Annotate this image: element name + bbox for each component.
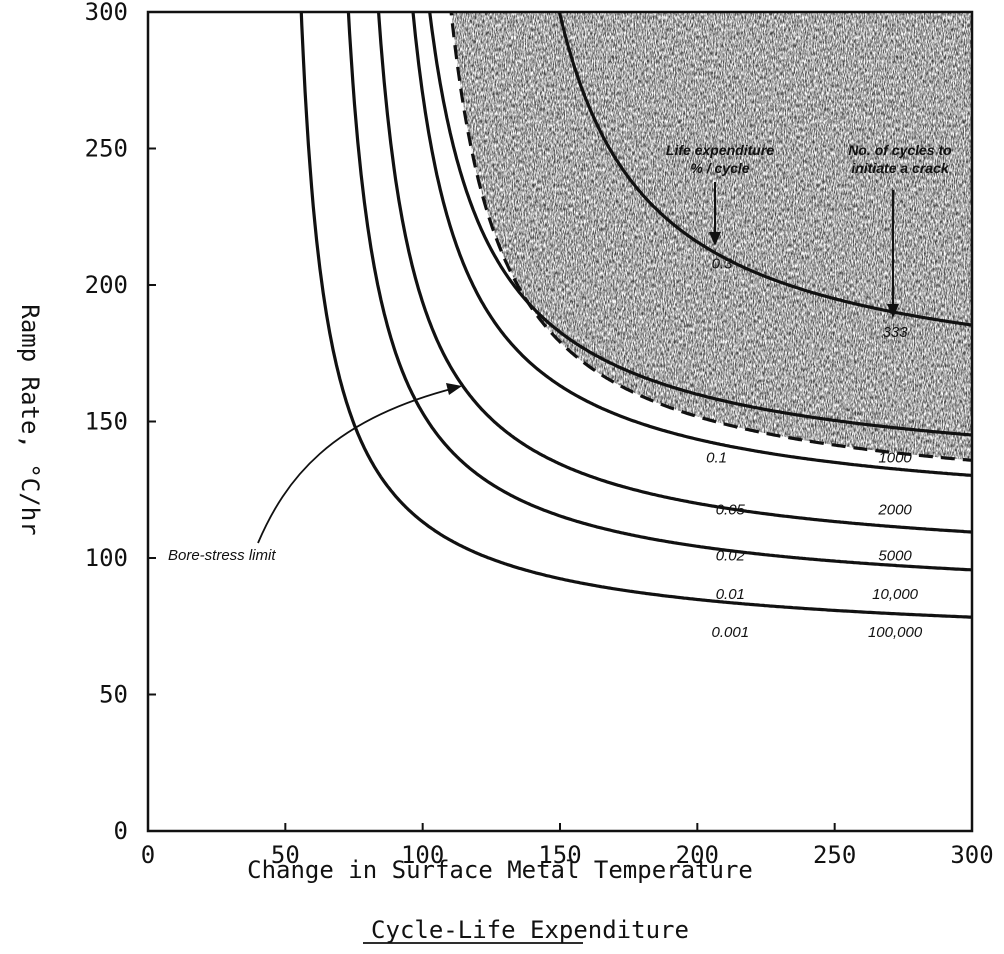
arrow-down-icon bbox=[709, 232, 721, 246]
y-tick-label: 150 bbox=[85, 408, 128, 436]
y-tick-label: 0 bbox=[114, 817, 128, 845]
x-tick-label: 100 bbox=[401, 841, 444, 869]
x-tick-label: 300 bbox=[950, 841, 993, 869]
curve-life-0-3 bbox=[557, 12, 972, 327]
cycles-to-crack-header-line1: No. of cycles to bbox=[848, 142, 952, 158]
x-tick-label: 50 bbox=[271, 841, 300, 869]
cycles-label: 333 bbox=[883, 324, 909, 341]
cycles-to-crack-header-line2: initiate a crack bbox=[851, 160, 949, 176]
life-pct-label: 0.3 bbox=[712, 256, 734, 273]
y-axis-title: Ramp Rate, °C/hr bbox=[16, 304, 44, 535]
life-pct-label: 0.02 bbox=[716, 548, 746, 565]
curve-life-0-01 bbox=[346, 12, 972, 572]
cycles-to-crack-header: No. of cycles to initiate a crack bbox=[848, 142, 952, 318]
chart-title: Cycle-Life Expenditure bbox=[371, 916, 689, 944]
life-expenditure-header-line2: % / cycle bbox=[690, 160, 749, 176]
curve-life-0-02 bbox=[376, 12, 972, 534]
bore-stress-annotation: Bore-stress limit bbox=[168, 383, 462, 564]
x-tick-label: 250 bbox=[813, 841, 856, 869]
x-tick-label: 200 bbox=[676, 841, 719, 869]
y-tick-label: 300 bbox=[85, 0, 128, 26]
life-pct-label: 0.01 bbox=[716, 586, 745, 603]
curve-life-0-05 bbox=[411, 12, 972, 478]
arrow-down-icon bbox=[887, 304, 899, 318]
cycles-label: 100,000 bbox=[868, 624, 923, 641]
x-tick-label: 0 bbox=[141, 841, 155, 869]
y-tick-label: 100 bbox=[85, 544, 128, 572]
x-tick-label: 150 bbox=[538, 841, 581, 869]
life-pct-label: 0.05 bbox=[716, 501, 746, 518]
curve-life-0-1 bbox=[428, 12, 972, 437]
life-expenditure-header-line1: Life expenditure bbox=[666, 142, 774, 158]
x-axis-title: Change in Surface Metal Temperature bbox=[247, 856, 753, 884]
cycles-label: 5000 bbox=[878, 548, 912, 565]
arrow-icon bbox=[446, 383, 462, 395]
cycles-label: 10,000 bbox=[872, 586, 919, 603]
life-expenditure-header: Life expenditure % / cycle bbox=[666, 142, 774, 246]
cycles-label: 2000 bbox=[877, 501, 912, 518]
life-pct-label: 0.001 bbox=[712, 624, 750, 641]
bore-stress-label: Bore-stress limit bbox=[168, 547, 276, 564]
y-tick-label: 200 bbox=[85, 271, 128, 299]
shaded-region bbox=[447, 12, 972, 462]
y-tick-label: 50 bbox=[99, 681, 128, 709]
life-pct-label: 0.1 bbox=[706, 449, 727, 466]
cycles-label: 1000 bbox=[878, 449, 912, 466]
bore-stress-limit-curve bbox=[449, 12, 972, 462]
y-tick-label: 250 bbox=[85, 135, 128, 163]
curve-life-0-001 bbox=[299, 12, 972, 619]
